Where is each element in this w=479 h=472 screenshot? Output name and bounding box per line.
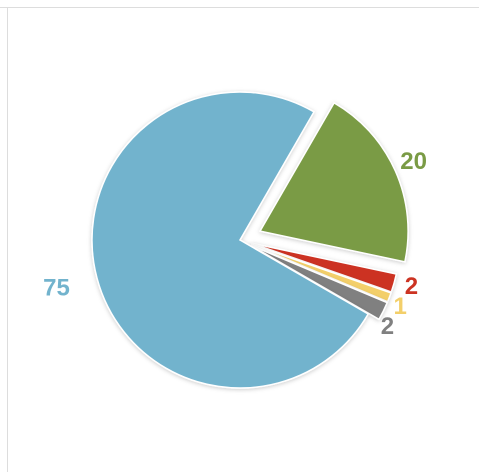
data-label: 1 (393, 293, 406, 320)
data-label: 75 (43, 275, 70, 302)
pie-slice (91, 91, 370, 389)
pie-slice (251, 242, 398, 293)
data-label: 2 (381, 313, 394, 340)
pie-slice (250, 243, 392, 303)
data-label: 20 (400, 148, 427, 175)
data-label: 2 (405, 273, 418, 300)
pie-slice (250, 244, 389, 321)
pie-slice (258, 101, 409, 263)
